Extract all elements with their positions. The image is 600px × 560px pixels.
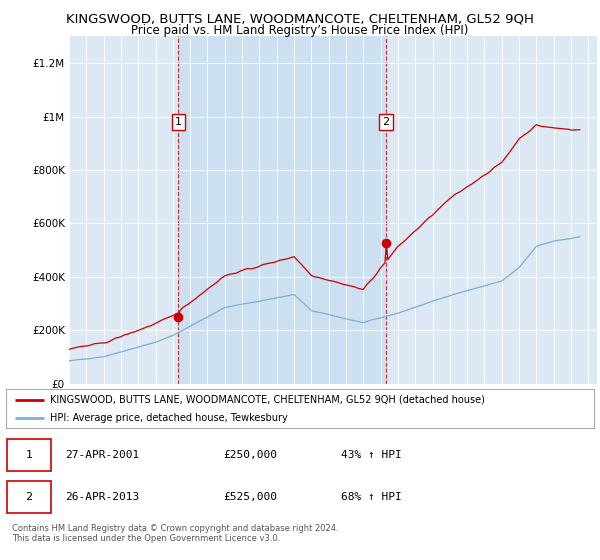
Text: £250,000: £250,000 (224, 450, 278, 460)
FancyBboxPatch shape (7, 439, 51, 471)
Text: 1: 1 (175, 117, 182, 127)
Text: Price paid vs. HM Land Registry’s House Price Index (HPI): Price paid vs. HM Land Registry’s House … (131, 24, 469, 37)
Bar (178, 36, 386, 384)
Text: KINGSWOOD, BUTTS LANE, WOODMANCOTE, CHELTENHAM, GL52 9QH (detached house): KINGSWOOD, BUTTS LANE, WOODMANCOTE, CHEL… (50, 395, 485, 405)
Text: 2: 2 (25, 492, 32, 502)
FancyBboxPatch shape (7, 481, 51, 513)
Text: Contains HM Land Registry data © Crown copyright and database right 2024.
This d: Contains HM Land Registry data © Crown c… (12, 524, 338, 543)
Text: 26-APR-2013: 26-APR-2013 (65, 492, 139, 502)
Text: 1: 1 (25, 450, 32, 460)
Text: 43% ↑ HPI: 43% ↑ HPI (341, 450, 402, 460)
Text: £525,000: £525,000 (224, 492, 278, 502)
Text: 27-APR-2001: 27-APR-2001 (65, 450, 139, 460)
Text: 68% ↑ HPI: 68% ↑ HPI (341, 492, 402, 502)
Text: HPI: Average price, detached house, Tewkesbury: HPI: Average price, detached house, Tewk… (50, 413, 288, 423)
Text: 2: 2 (383, 117, 390, 127)
Text: KINGSWOOD, BUTTS LANE, WOODMANCOTE, CHELTENHAM, GL52 9QH: KINGSWOOD, BUTTS LANE, WOODMANCOTE, CHEL… (66, 12, 534, 25)
